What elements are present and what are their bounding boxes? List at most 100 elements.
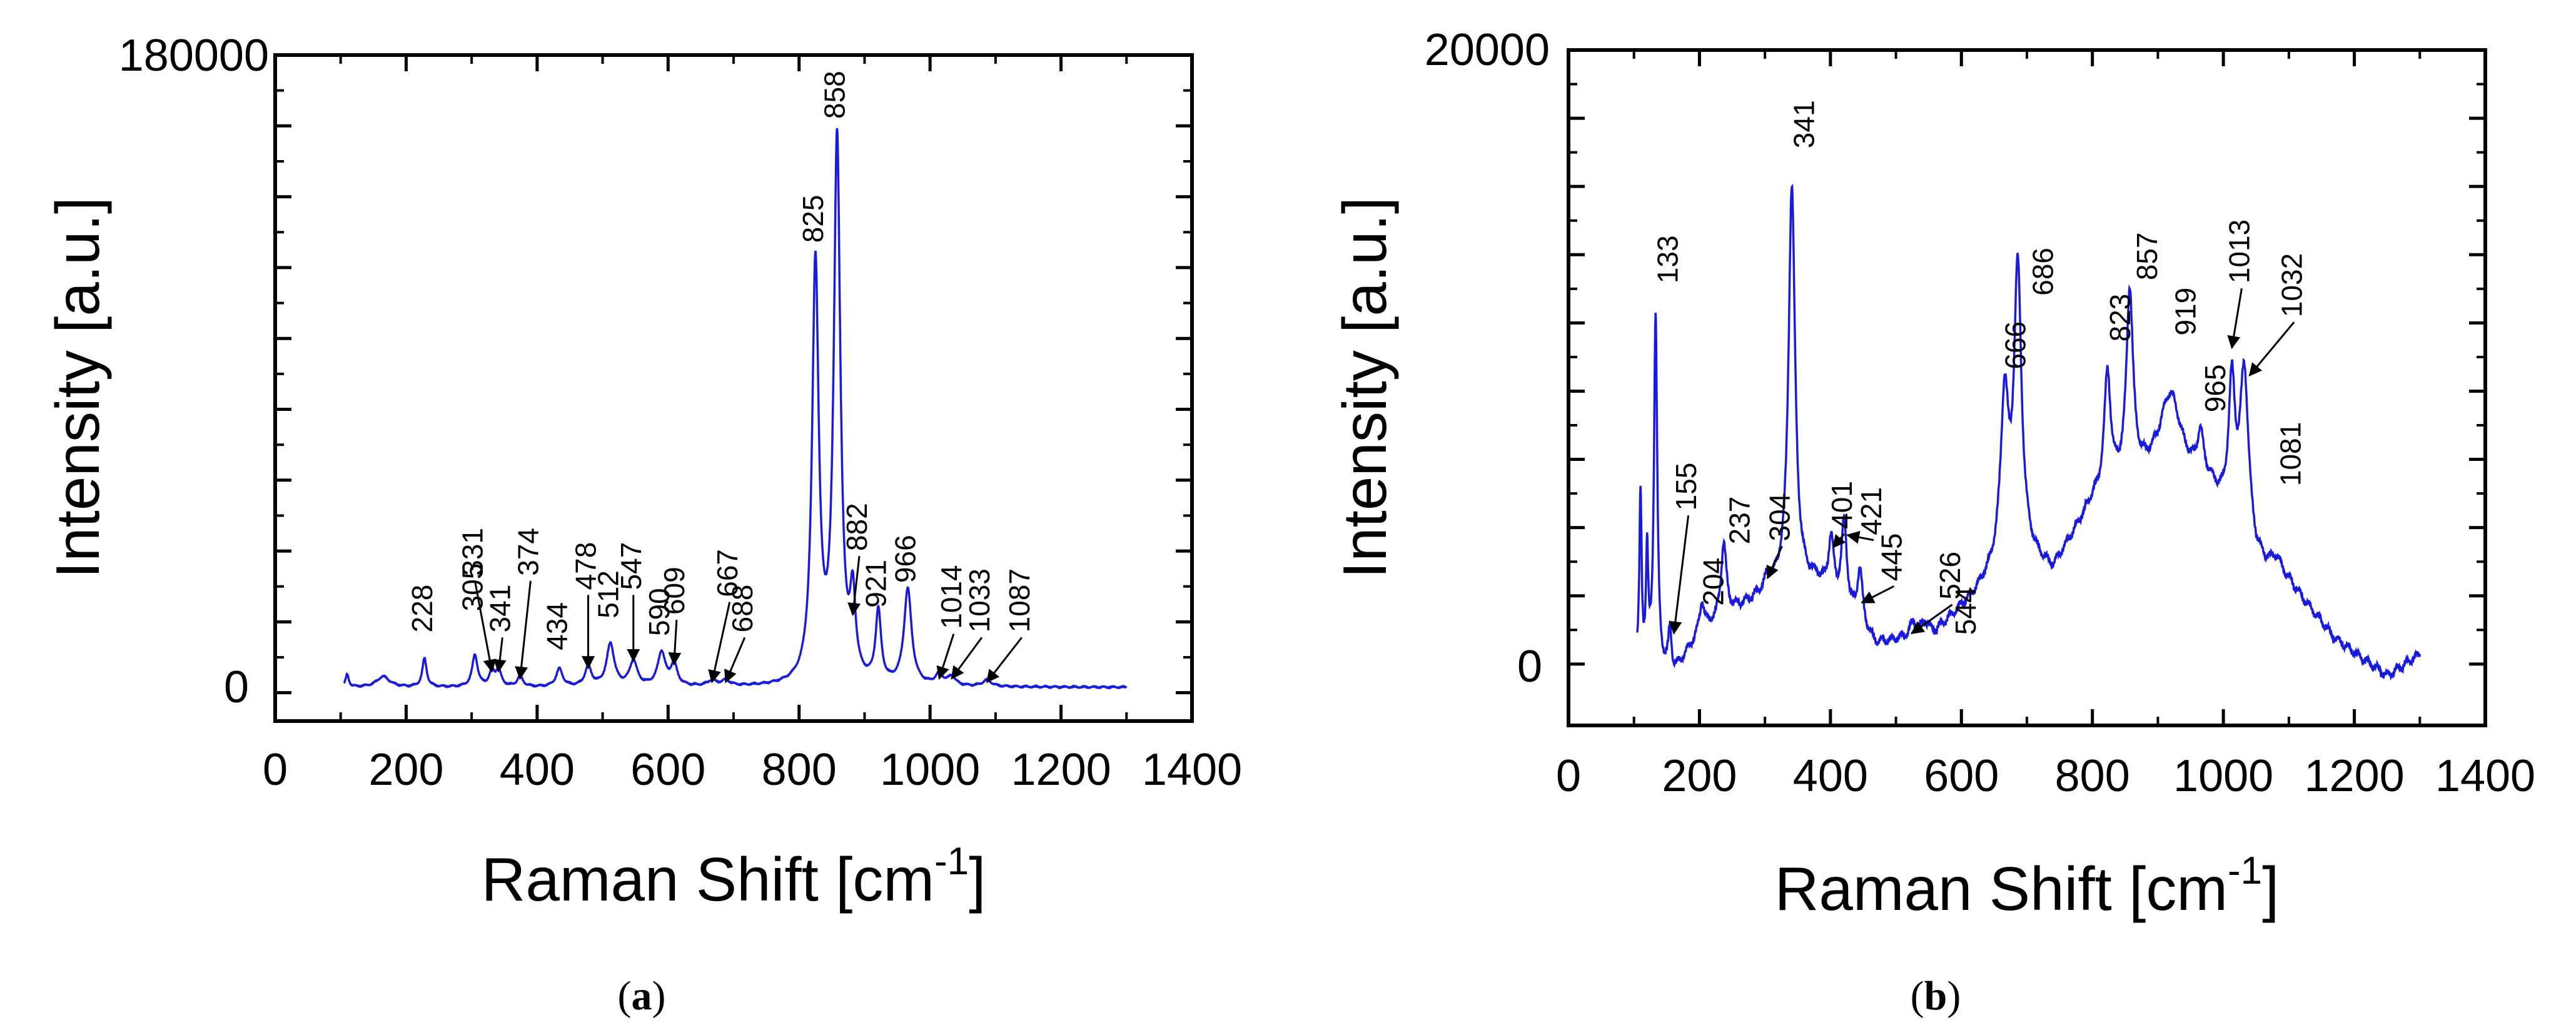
- chart-a-peak-label-882: 882: [841, 503, 873, 551]
- chart-b-peak-arrow-304: [1766, 545, 1783, 580]
- chart-b-peak-label-526: 526: [1934, 552, 1966, 600]
- chart-a-panel-letter: a: [632, 973, 652, 1019]
- chart-a-peak-arrow-882: [847, 555, 861, 617]
- chart-a-xlabel-sup: -1: [934, 840, 969, 883]
- chart-a-peak-label-966: 966: [889, 535, 922, 583]
- chart-a-peak-label-478: 478: [570, 542, 602, 590]
- chart-a-peak-label-688: 688: [726, 585, 759, 633]
- chart-a-peak-label-1087: 1087: [1003, 568, 1036, 632]
- chart-b-peak-label-445: 445: [1876, 533, 1908, 582]
- chart-b-ticks: 0 200 400 600 800 1000 1200 1400: [1556, 48, 2535, 801]
- chart-b-peak-label-155: 155: [1670, 463, 1702, 511]
- chart-b-xtick-label-1000: 1000: [2173, 751, 2273, 801]
- chart-a-peak-label-1033: 1033: [963, 568, 996, 632]
- chart-a-peak-arrow-667: [708, 602, 731, 684]
- chart-a-peak-arrow-1014: [936, 634, 955, 680]
- chart-a-peak-label-512: 512: [592, 570, 624, 619]
- chart-a-xlabel: Raman Shift [cm-1]: [482, 840, 986, 914]
- chart-b-panel-label: (b): [1911, 973, 1961, 1019]
- chart-b-peak-arrow-1032: [2248, 321, 2295, 376]
- chart-a-peak-arrow-609: [668, 619, 682, 666]
- chart-a-peak-arrow-688: [724, 637, 746, 684]
- chart-a-peak-label-547: 547: [615, 542, 647, 590]
- chart-b-peak-label-686: 686: [2026, 248, 2059, 296]
- chart-a-peak-arrow-1033: [951, 637, 983, 680]
- chart-b-peak-label-544: 544: [1949, 587, 1982, 635]
- chart-b-xlabel-sup: -1: [2228, 849, 2262, 892]
- chart-b-panel-letter: b: [1924, 973, 1947, 1019]
- chart-a-peak-label-825: 825: [797, 194, 829, 243]
- chart-a-xtick-label-800: 800: [762, 745, 837, 795]
- chart-a-xtick-label-1200: 1200: [1011, 745, 1111, 795]
- chart-a-xtick-label-600: 600: [630, 745, 705, 795]
- chart-b-xtick-label-1200: 1200: [2304, 751, 2404, 801]
- chart-b-peak-label-1013: 1013: [2223, 220, 2256, 283]
- chart-b-xtick-label-0: 0: [1556, 751, 1581, 801]
- chart-b-xtick-label-1400: 1400: [2435, 751, 2535, 801]
- chart-b-peak-label-1032: 1032: [2275, 253, 2308, 317]
- chart-b-xtick-label-400: 400: [1793, 751, 1868, 801]
- chart-a-ytick-max: 180000: [119, 31, 269, 81]
- chart-a-peak-label-341: 341: [484, 585, 517, 633]
- chart-b-peak-label-919: 919: [2169, 288, 2202, 336]
- chart-a-peak-label-305: 305: [457, 563, 489, 612]
- chart-a-peak-label-331: 331: [457, 528, 489, 576]
- chart-b-xlabel-main: Raman Shift [cm: [1775, 854, 2228, 923]
- chart-a-xtick-label-1000: 1000: [880, 745, 980, 795]
- chart-b-peak-label-341: 341: [1787, 100, 1820, 148]
- chart-b-peak-label-1081: 1081: [2274, 422, 2306, 486]
- chart-a-xlabel-close: ]: [969, 845, 986, 914]
- chart-b-xlabel: Raman Shift [cm-1]: [1775, 849, 2280, 923]
- chart-b-peak-arrow-421: [1846, 530, 1874, 544]
- chart-a-peak-label-667: 667: [711, 549, 744, 597]
- chart-a-xlabel-main: Raman Shift [cm: [482, 845, 934, 914]
- chart-a-xtick-label-200: 200: [368, 745, 443, 795]
- chart-b-ylabel: Intensity [a.u.]: [1330, 197, 1399, 578]
- chart-a-peak-label-228: 228: [406, 585, 438, 633]
- chart-b-peak-label-237: 237: [1724, 497, 1756, 545]
- chart-a-panel-label: (a): [618, 973, 666, 1019]
- chart-b-xlabel-close: ]: [2262, 854, 2279, 923]
- chart-a-peak-label-434: 434: [541, 602, 573, 650]
- chart-a-peak-arrow-331: [473, 580, 497, 673]
- chart-b-peak-label-133: 133: [1651, 235, 1684, 283]
- chart-a-peak-arrow-374: [515, 580, 532, 680]
- chart-a-peak-label-609: 609: [658, 567, 690, 615]
- chart-b-peak-label-965: 965: [2199, 365, 2231, 413]
- chart-b-peak-label-666: 666: [1999, 321, 2031, 370]
- chart-a-xtick-label-0: 0: [263, 745, 288, 795]
- chart-a-ticks: 0 200 400 600 800 1000 1200 1400: [263, 53, 1242, 795]
- chart-b-xtick-label-800: 800: [2055, 751, 2130, 801]
- chart-a-ylabel: Intensity [a.u.]: [43, 197, 112, 578]
- chart-b-peak-arrow-155: [1669, 515, 1690, 635]
- chart-a-peak-label-921: 921: [860, 560, 892, 608]
- chart-a-peak-label-374: 374: [512, 528, 545, 576]
- chart-b-peak-label-204: 204: [1697, 558, 1730, 606]
- chart-b-peak-arrow-1013: [2227, 288, 2243, 350]
- chart-a-peak-arrow-1087: [986, 637, 1023, 684]
- chart-a-xtick-label-400: 400: [500, 745, 575, 795]
- chart-b-peak-label-823: 823: [2104, 294, 2136, 342]
- chart-b-xtick-label-600: 600: [1924, 751, 1999, 801]
- chart-b-frame: [1567, 48, 2487, 727]
- chart-b-peak-label-401: 401: [1826, 481, 1858, 529]
- chart-b-peak-label-304: 304: [1764, 493, 1796, 542]
- chart-a-ytick-0: 0: [224, 662, 249, 712]
- chart-b-ytick-0: 0: [1517, 642, 1542, 692]
- chart-b-peak-label-857: 857: [2131, 232, 2163, 280]
- chart-a-peak-label-1014: 1014: [935, 565, 967, 629]
- chart-b-peak-arrow-526: [1910, 603, 1953, 634]
- chart-b-xtick-label-200: 200: [1662, 751, 1737, 801]
- chart-b-ytick-max: 20000: [1425, 25, 1550, 75]
- chart-a-peak-label-590: 590: [643, 588, 675, 636]
- chart-a-peak-label-858: 858: [819, 71, 851, 119]
- chart-b-peak-arrow-445: [1861, 585, 1895, 603]
- chart-b-peak-label-421: 421: [1855, 487, 1887, 535]
- chart-a-peak-arrow-341: [493, 637, 507, 673]
- chart-b-peak-arrow-401: [1832, 533, 1846, 548]
